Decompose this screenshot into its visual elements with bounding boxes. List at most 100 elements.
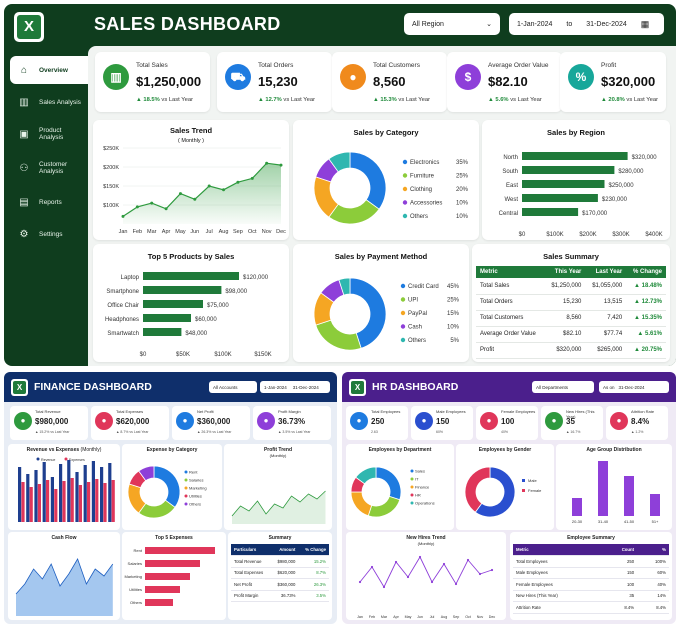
kpi-change: ▲ 18.5% vs Last Year [136,97,194,103]
account-select[interactable]: All Accounts [209,381,257,393]
legend-swatch [400,324,406,329]
column-header: Amount [271,544,299,556]
table-cell: ▲ 15.35% [626,310,666,327]
trend-point [250,176,254,180]
column-header: % Change [298,544,329,556]
revenue-bar [91,461,95,522]
region-select[interactable]: All Region ⌄ [404,13,500,35]
bar-category-label: Smartwatch [107,331,139,337]
x-tick-label: Jan [357,615,363,619]
table-row: Profit $320,000 $265,000 ▲ 20.75% [476,342,666,359]
expense-bar [46,480,50,522]
x-tick-label: $0 [140,352,147,358]
table-cell: New Hires (This Year) [513,590,603,602]
date-range-picker[interactable]: 1-Jan-2024 to 31-Dec-2024 ▦ [509,13,664,35]
panel-title: Top 5 Expenses [155,535,193,541]
table-cell: Total Sales [476,278,545,295]
finance-date-range[interactable]: 1-Jan-2024 31-Dec-2024 [260,381,330,393]
payment-method-card: Sales by Payment Method Credit Card 45% UP… [293,244,469,362]
bar-category-label: Salaries [128,561,142,566]
kpi-change-suffix: vs Last Year [283,97,316,103]
panel-title: Cash Flow [51,535,77,541]
bar-category-label: Marketing [124,574,142,579]
sidebar-item-settings[interactable]: ⚙ Settings [10,220,88,248]
expense-bar [54,489,58,522]
chart-title: Top 5 Products by Sales [147,252,235,261]
x-tick-label: Mar [147,229,157,235]
sales-trend-subtitle: ( Monthly ) [178,138,204,144]
table-cell: $1,055,000 [585,278,627,295]
trend-point [150,201,154,205]
column-header: % Change [626,266,666,278]
up-arrow-icon: ▲ [634,315,642,321]
expense-category-card: Expense by Category Rent Salaries Marketin… [122,444,222,530]
x-tick-label: Jul [206,229,213,235]
hr-date-picker[interactable]: As on 31-Dec-2024 [599,381,669,393]
revenue-expenses-card: Revenue vs Expenses (Monthly) Revenue Exp… [8,444,120,530]
table-cell: 8.4% [637,601,669,614]
table-cell: 8.7% [298,567,329,579]
hires-point [454,582,458,586]
department-select[interactable]: All Departments [532,381,594,393]
calendar-icon[interactable]: ▦ [640,18,650,29]
kpi-value: 15,230 [258,74,298,89]
hires-point [442,562,446,566]
y-tick-label: $100K [103,203,119,209]
kpi-change-value: 12.7% [265,97,282,103]
up-arrow-icon: ▲ [634,282,642,289]
revenue-bar [26,474,30,522]
x-tick-label: $100K [546,232,563,238]
legend-label: Male [528,478,537,483]
bar-category-label: Central [499,211,518,217]
change-value: 20.75% [641,347,662,353]
table-cell: Average Order Value [476,326,545,343]
legend-swatch [184,494,188,498]
x-tick-label: Apr [162,229,171,235]
profit-trend-chart [231,490,326,524]
department-slice-slice [367,495,401,518]
employee-summary-table: Metric Count % Total Employees 250 100% Mal… [513,544,669,614]
expense-bar [145,547,215,554]
kpi-total-sales: ▥ Total Sales $1,250,000 ▲ 18.5% vs Last… [95,52,210,112]
profit-line [231,490,326,517]
legend-label: Expenses [69,458,85,462]
x-tick-label: Apr [393,615,399,619]
sidebar-item-customer-analysis[interactable]: ⚇ Customer Analysis [10,154,88,182]
age-bar [624,476,634,516]
kpi-label: Total Orders [258,62,294,69]
revenue-bar [18,467,22,522]
finance-dashboard: X FINANCE DASHBOARD All Accounts 1-Jan-2… [4,372,337,624]
sidebar-item-label: Product Analysis [39,127,64,141]
profit-trend-title: Profit Trend [263,447,293,453]
kpi-value: $360,000 [197,417,231,426]
table-cell: Profit Margin [231,590,272,602]
table-cell: Female Employees [513,578,603,591]
table-header-row: Metric Count % [513,544,669,556]
table-cell: $320,000 [544,342,586,359]
bar-chart-icon: ▥ [103,64,129,90]
new-hires-card: New Hires Trend (Monthly) Jan Feb Mar Apr May… [346,532,506,620]
table-row: Total Revenue $980,000 15.2% [231,555,329,568]
expense-bar [111,480,115,522]
sidebar-item-sales-analysis[interactable]: ▥ Sales Analysis [10,88,88,116]
legend-label: PayPal [408,311,427,317]
sidebar-item-reports[interactable]: ▤ Reports [10,188,88,216]
sidebar-item-label: Reports [39,198,62,206]
kpi-profit: % Profit $320,000 ▲ 20.8% vs Last Year [560,52,666,112]
hires-point [418,555,422,559]
bar-value-label: $230,000 [602,197,628,203]
legend-value: 10% [456,214,469,220]
legend-swatch [522,479,525,482]
table-cell: 8.4% [602,601,638,614]
table-row: Net Profit $360,000 26.3% [231,578,329,591]
kpi-card: ● Net Profit $360,000 ▲ 26.3% vs Last Ye… [172,406,250,440]
sidebar-item-overview[interactable]: ⌂ Overview [10,56,88,84]
kpi-label: Total Sales [136,62,168,69]
chevron-down-icon: ⌄ [486,21,492,28]
kpi-label: Total Employees [371,409,401,414]
sidebar-item-product-analysis[interactable]: ▣ Product Analysis [10,120,88,148]
table-row: Profit Margin 36.73% 3.5% [231,590,329,602]
expense-bar [70,478,74,522]
top-products-card: Top 5 Products by Sales Laptop $120,000 Sm… [93,244,289,362]
expense-bar [145,599,173,606]
